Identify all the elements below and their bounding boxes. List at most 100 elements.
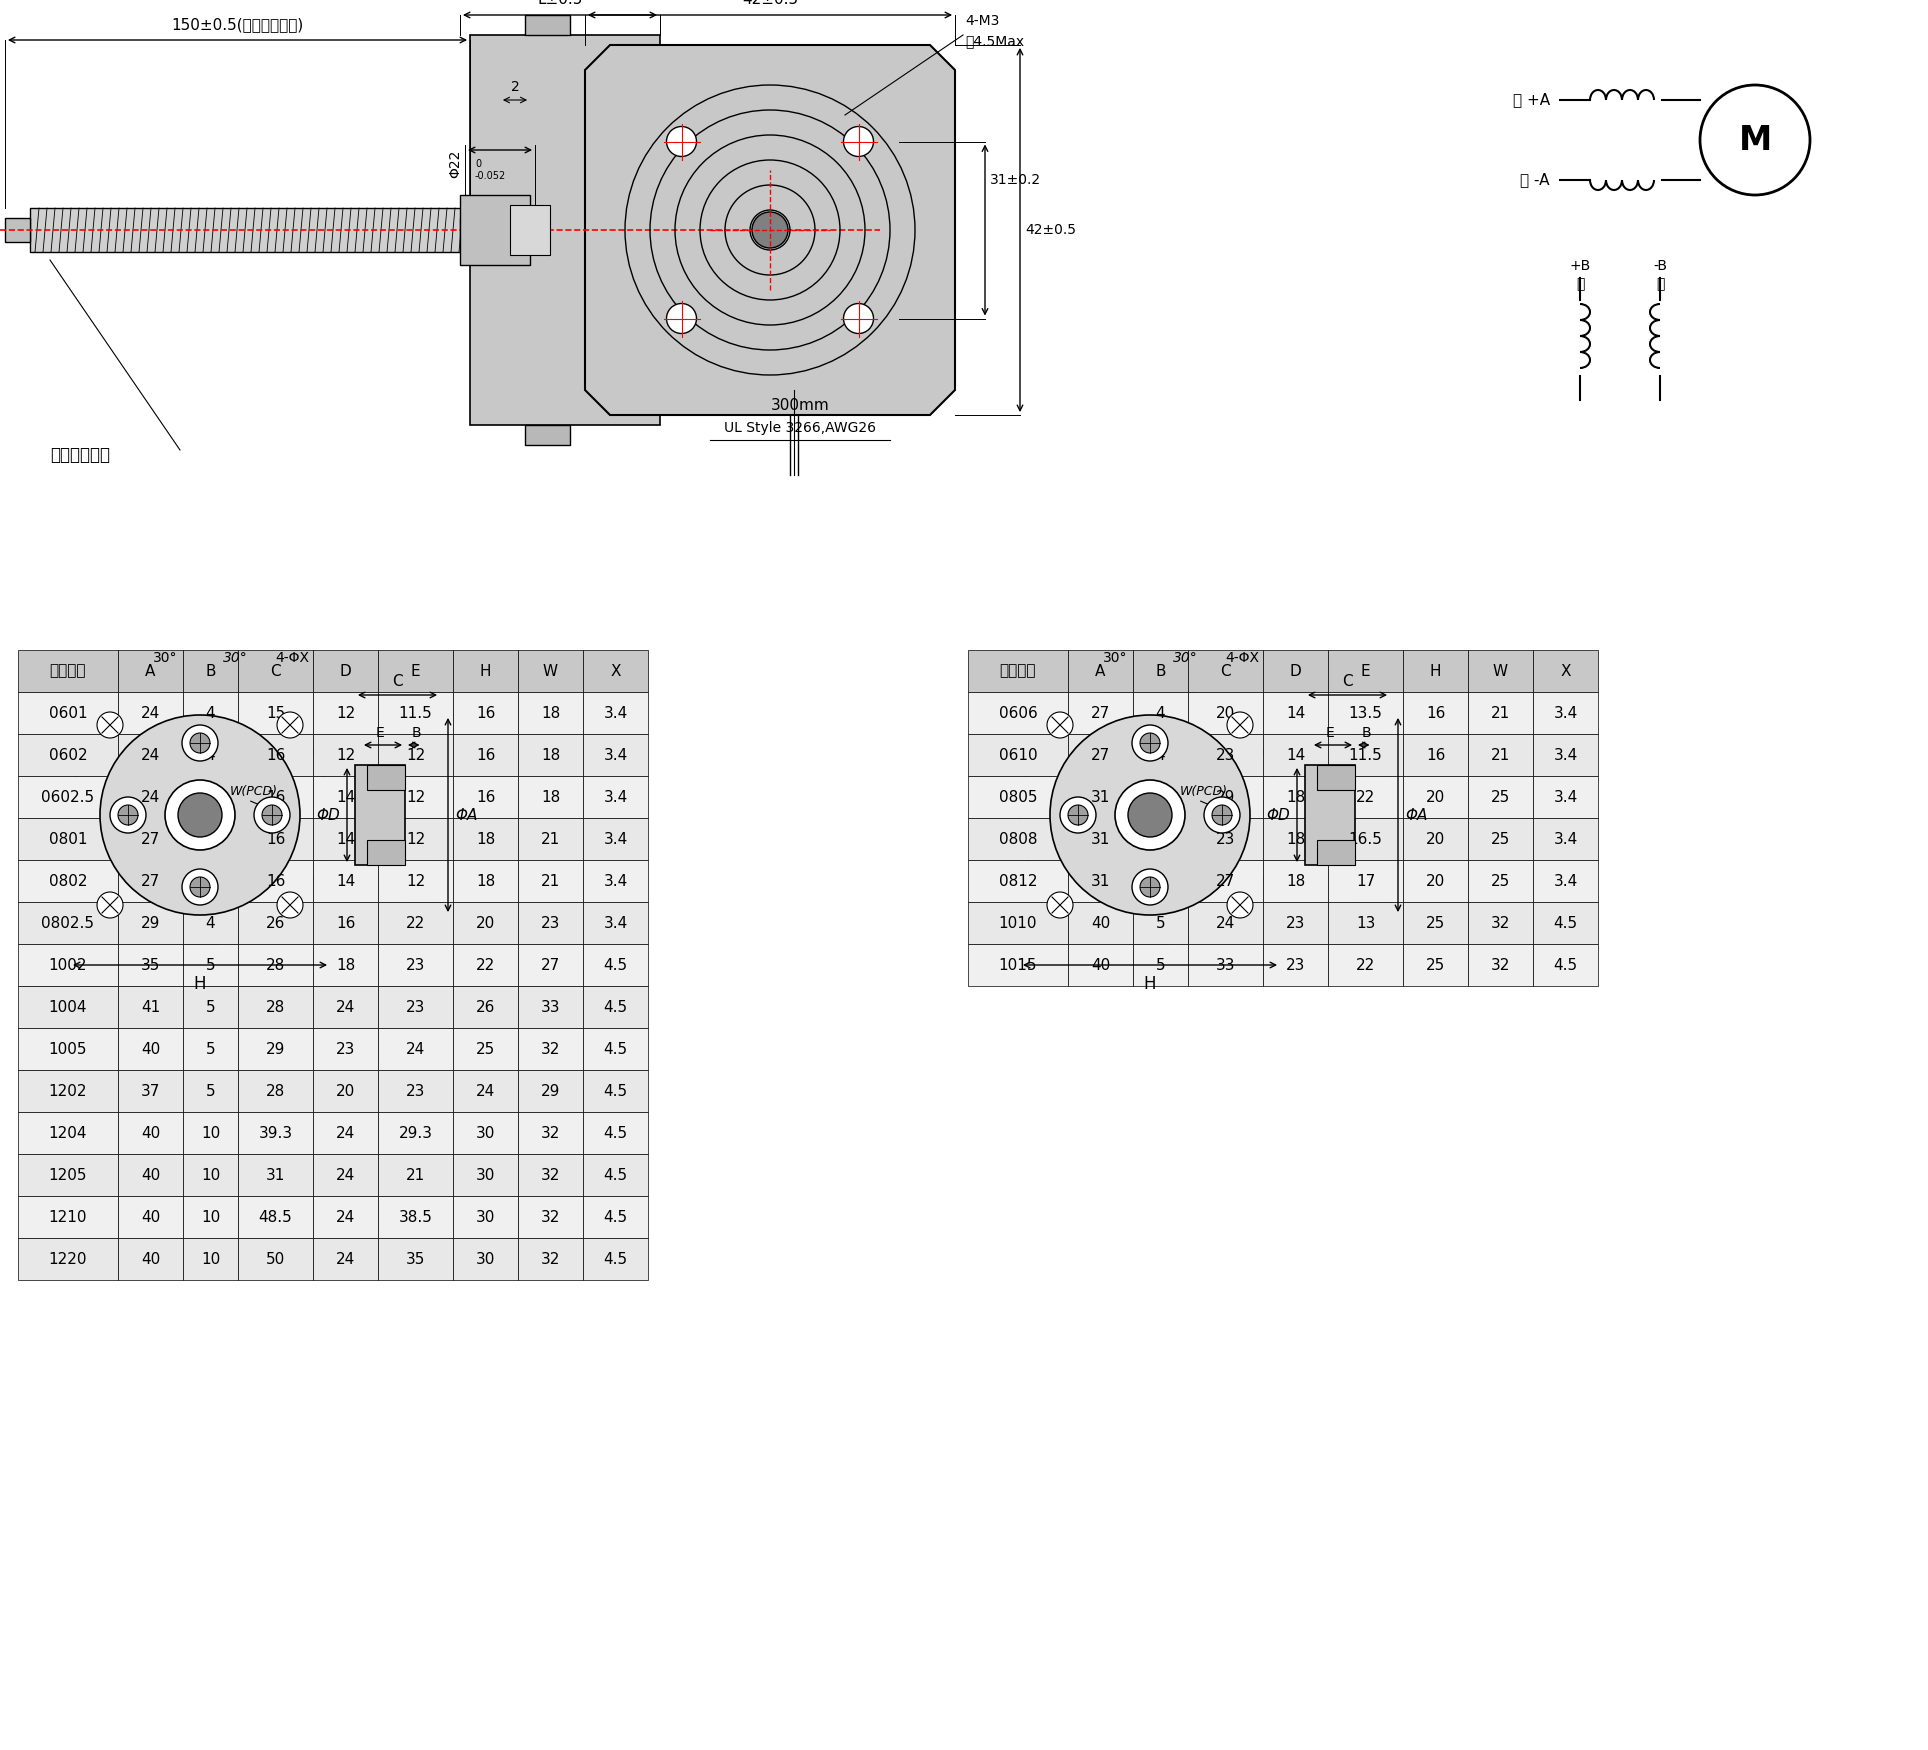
Bar	[183, 733, 237, 775]
Bar	[1134, 733, 1188, 775]
Bar	[1404, 733, 1467, 775]
Bar	[312, 985, 378, 1027]
Text: 4: 4	[1155, 705, 1165, 721]
Circle shape	[1226, 712, 1253, 738]
Bar	[183, 943, 237, 985]
Text: 32: 32	[542, 1251, 561, 1267]
Text: 3.4: 3.4	[1554, 873, 1577, 889]
Bar	[118, 859, 183, 901]
Bar	[237, 943, 312, 985]
Text: 11.5: 11.5	[399, 705, 432, 721]
Bar	[1068, 817, 1134, 859]
Text: 20: 20	[1427, 873, 1446, 889]
Bar	[183, 901, 237, 943]
Bar	[1328, 691, 1404, 733]
Text: 18: 18	[476, 831, 495, 847]
Bar	[453, 775, 519, 817]
Text: 5: 5	[1155, 957, 1165, 973]
Bar	[378, 817, 453, 859]
Text: 4: 4	[206, 873, 216, 889]
Text: 14: 14	[335, 873, 355, 889]
Text: 28: 28	[266, 999, 285, 1015]
Text: 35: 35	[405, 1251, 426, 1267]
Polygon shape	[584, 46, 954, 415]
Bar	[1134, 859, 1188, 901]
Bar	[237, 1195, 312, 1237]
Bar	[582, 775, 648, 817]
Text: 24: 24	[141, 705, 160, 721]
Bar	[1263, 649, 1328, 691]
Bar	[183, 985, 237, 1027]
Bar	[118, 943, 183, 985]
Text: C: C	[270, 663, 281, 679]
Bar	[582, 649, 648, 691]
Bar	[1533, 649, 1598, 691]
Text: 4-M3: 4-M3	[966, 14, 999, 28]
Text: 18: 18	[1286, 789, 1305, 805]
Bar	[1068, 943, 1134, 985]
Polygon shape	[405, 716, 440, 915]
Text: 31: 31	[1091, 789, 1111, 805]
Bar	[378, 985, 453, 1027]
Bar	[1328, 859, 1404, 901]
Text: 25: 25	[1490, 873, 1510, 889]
Text: 5: 5	[1155, 915, 1165, 931]
Text: 0802: 0802	[48, 873, 87, 889]
Bar	[118, 1237, 183, 1279]
Text: 24: 24	[335, 1209, 355, 1225]
Bar	[312, 1153, 378, 1195]
Text: 藍 -A: 藍 -A	[1521, 173, 1550, 187]
Text: 16: 16	[1427, 705, 1446, 721]
Text: W: W	[1492, 663, 1508, 679]
Text: 4.5: 4.5	[603, 999, 627, 1015]
Bar	[1533, 859, 1598, 901]
Bar	[183, 1237, 237, 1279]
Text: 21: 21	[1490, 705, 1510, 721]
Circle shape	[752, 212, 789, 248]
Circle shape	[1020, 684, 1280, 945]
Bar	[1328, 817, 1404, 859]
Text: 4.5: 4.5	[1554, 915, 1577, 931]
Text: 4: 4	[1155, 747, 1165, 763]
Bar	[237, 733, 312, 775]
Text: M: M	[1739, 124, 1772, 156]
Text: A: A	[145, 663, 156, 679]
Text: 29: 29	[1217, 789, 1236, 805]
Circle shape	[844, 303, 873, 334]
Text: 27: 27	[1091, 747, 1111, 763]
Polygon shape	[366, 840, 405, 864]
Circle shape	[1051, 716, 1249, 915]
Bar	[582, 859, 648, 901]
Circle shape	[110, 796, 147, 833]
Bar	[1263, 817, 1328, 859]
Text: 4.5: 4.5	[603, 957, 627, 973]
Text: E: E	[411, 663, 420, 679]
Text: 1002: 1002	[48, 957, 87, 973]
Text: 18: 18	[1286, 831, 1305, 847]
Bar	[1467, 901, 1533, 943]
Circle shape	[1114, 780, 1186, 850]
Bar	[312, 733, 378, 775]
Bar	[17, 1195, 118, 1237]
Polygon shape	[6, 219, 31, 242]
Text: 29: 29	[266, 1041, 285, 1057]
Bar	[1188, 817, 1263, 859]
Text: 10: 10	[201, 1209, 220, 1225]
Bar	[183, 859, 237, 901]
Text: B: B	[1155, 663, 1166, 679]
Text: 0808: 0808	[999, 831, 1037, 847]
Bar	[118, 1153, 183, 1195]
Bar	[1068, 691, 1134, 733]
Bar	[17, 1027, 118, 1069]
Bar	[968, 817, 1068, 859]
Text: 40: 40	[141, 1125, 160, 1141]
Text: 23: 23	[1286, 915, 1305, 931]
Bar	[378, 859, 453, 901]
Bar	[312, 1195, 378, 1237]
Bar	[378, 1195, 453, 1237]
Bar	[582, 817, 648, 859]
Circle shape	[1132, 870, 1168, 905]
Polygon shape	[1317, 840, 1355, 864]
Text: 22: 22	[1355, 789, 1375, 805]
Bar	[118, 733, 183, 775]
